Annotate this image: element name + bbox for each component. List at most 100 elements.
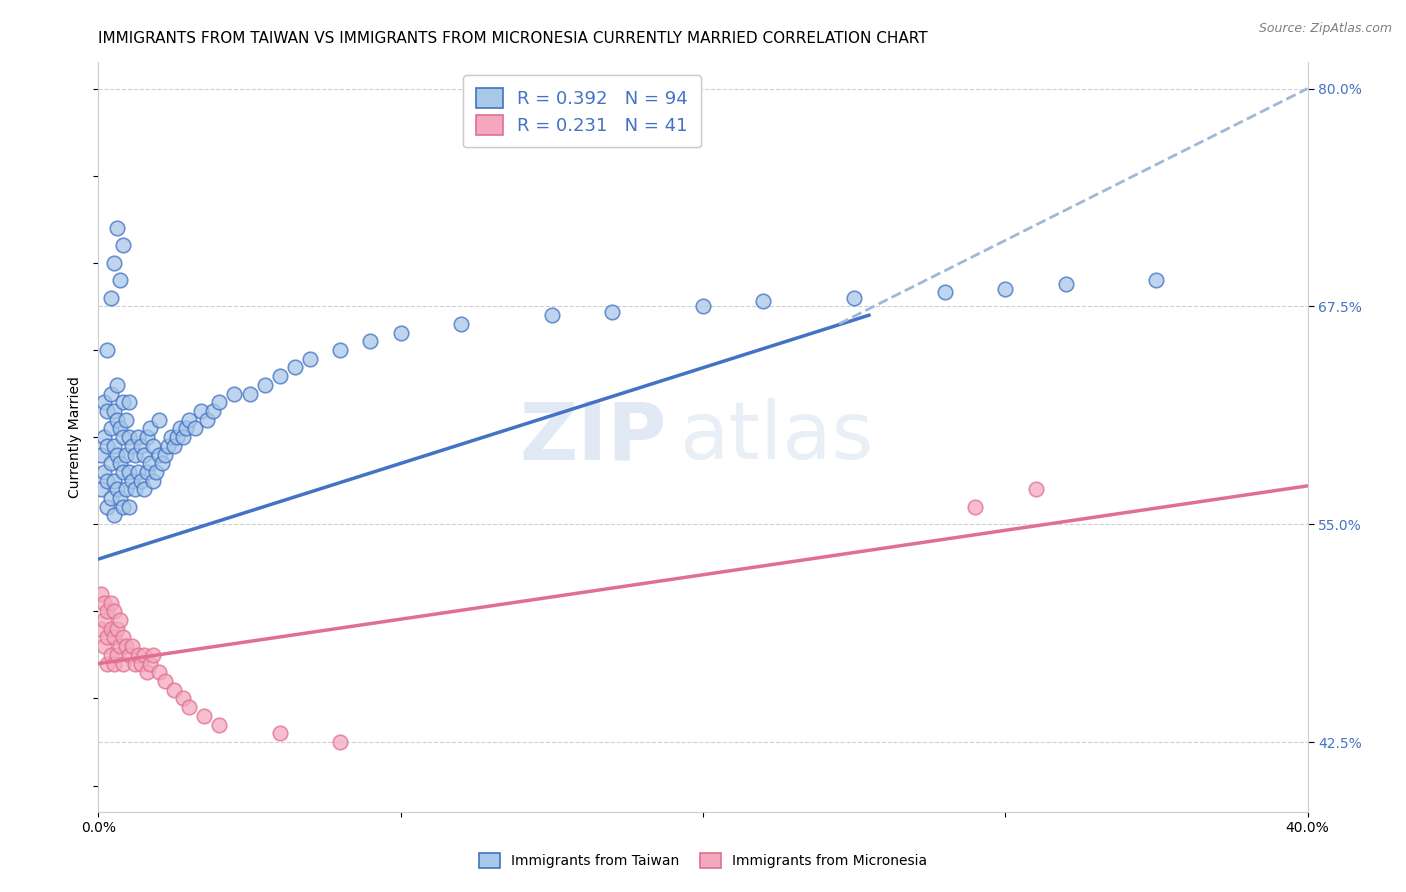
- Point: [132, 448, 155, 462]
- Point: [148, 448, 170, 462]
- Point: [1144, 273, 1167, 287]
- Point: [602, 304, 624, 318]
- Point: [103, 508, 125, 523]
- Legend: Immigrants from Taiwan, Immigrants from Micronesia: Immigrants from Taiwan, Immigrants from …: [471, 844, 935, 876]
- Point: [172, 691, 194, 706]
- Point: [96, 439, 118, 453]
- Point: [100, 456, 122, 470]
- Point: [389, 326, 412, 340]
- Point: [132, 648, 155, 662]
- Point: [124, 448, 146, 462]
- Point: [93, 596, 115, 610]
- Point: [174, 421, 197, 435]
- Point: [108, 273, 131, 287]
- Point: [179, 412, 201, 426]
- Point: [108, 491, 131, 505]
- Point: [111, 500, 134, 514]
- Point: [96, 343, 118, 357]
- Point: [114, 448, 136, 462]
- Point: [103, 404, 125, 418]
- Point: [166, 430, 188, 444]
- Point: [844, 291, 866, 305]
- Point: [93, 613, 115, 627]
- Point: [93, 639, 115, 653]
- Point: [156, 439, 179, 453]
- Point: [269, 726, 291, 740]
- Point: [105, 483, 128, 497]
- Point: [1054, 277, 1077, 291]
- Point: [108, 456, 131, 470]
- Point: [135, 465, 157, 479]
- Point: [163, 682, 186, 697]
- Point: [224, 386, 246, 401]
- Point: [153, 448, 176, 462]
- Text: atlas: atlas: [679, 398, 873, 476]
- Point: [96, 604, 118, 618]
- Point: [129, 439, 152, 453]
- Point: [145, 465, 167, 479]
- Point: [129, 474, 152, 488]
- Point: [239, 386, 262, 401]
- Point: [100, 386, 122, 401]
- Point: [93, 395, 115, 409]
- Y-axis label: Currently Married: Currently Married: [69, 376, 83, 498]
- Point: [994, 282, 1017, 296]
- Point: [105, 377, 128, 392]
- Point: [139, 456, 162, 470]
- Point: [96, 404, 118, 418]
- Point: [108, 421, 131, 435]
- Point: [329, 735, 352, 749]
- Text: IMMIGRANTS FROM TAIWAN VS IMMIGRANTS FROM MICRONESIA CURRENTLY MARRIED CORRELATI: IMMIGRANTS FROM TAIWAN VS IMMIGRANTS FRO…: [98, 31, 928, 46]
- Point: [132, 483, 155, 497]
- Point: [103, 657, 125, 671]
- Point: [269, 369, 291, 384]
- Point: [160, 430, 183, 444]
- Point: [127, 465, 149, 479]
- Point: [142, 648, 165, 662]
- Point: [184, 421, 207, 435]
- Point: [360, 334, 382, 349]
- Point: [190, 404, 212, 418]
- Point: [96, 631, 118, 645]
- Point: [135, 430, 157, 444]
- Point: [135, 665, 157, 680]
- Point: [111, 430, 134, 444]
- Point: [103, 256, 125, 270]
- Point: [127, 430, 149, 444]
- Point: [208, 395, 231, 409]
- Point: [118, 465, 141, 479]
- Point: [142, 474, 165, 488]
- Point: [121, 439, 143, 453]
- Point: [111, 657, 134, 671]
- Point: [253, 377, 276, 392]
- Legend: R = 0.392   N = 94, R = 0.231   N = 41: R = 0.392 N = 94, R = 0.231 N = 41: [464, 75, 700, 147]
- Point: [202, 404, 225, 418]
- Point: [111, 238, 134, 252]
- Point: [103, 474, 125, 488]
- Point: [965, 500, 987, 514]
- Point: [118, 500, 141, 514]
- Point: [100, 622, 122, 636]
- Point: [179, 700, 201, 714]
- Point: [153, 673, 176, 688]
- Point: [103, 439, 125, 453]
- Point: [329, 343, 352, 357]
- Text: ZIP: ZIP: [519, 398, 666, 476]
- Point: [208, 717, 231, 731]
- Point: [111, 465, 134, 479]
- Point: [118, 648, 141, 662]
- Point: [90, 622, 112, 636]
- Point: [148, 665, 170, 680]
- Point: [127, 648, 149, 662]
- Point: [114, 639, 136, 653]
- Point: [163, 439, 186, 453]
- Point: [124, 657, 146, 671]
- Point: [172, 430, 194, 444]
- Point: [540, 308, 562, 322]
- Point: [118, 430, 141, 444]
- Point: [105, 448, 128, 462]
- Point: [124, 483, 146, 497]
- Point: [934, 285, 956, 300]
- Point: [93, 430, 115, 444]
- Point: [752, 294, 775, 309]
